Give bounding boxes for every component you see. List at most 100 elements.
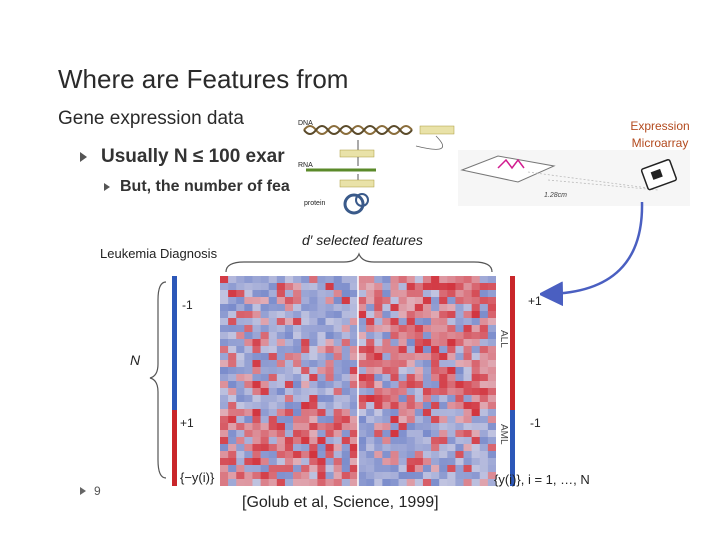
- heatmap-cell: [455, 402, 464, 410]
- heatmap-cell: [333, 339, 343, 347]
- heatmap-cell: [349, 423, 359, 431]
- heatmap-cell: [293, 311, 302, 319]
- heatmap-cell: [455, 423, 464, 431]
- heatmap-cell: [276, 430, 286, 438]
- heatmap-cell: [317, 346, 326, 354]
- heatmap-cell: [374, 381, 383, 389]
- heatmap-cell: [431, 276, 440, 284]
- heatmap-cell: [414, 360, 424, 368]
- heatmap-cell: [447, 395, 456, 403]
- heatmap-cell: [422, 276, 432, 284]
- heatmap-cell: [447, 388, 456, 396]
- heatmap-cell: [260, 388, 270, 396]
- heatmap-cell: [317, 360, 326, 368]
- heatmap-cell: [293, 465, 302, 473]
- heatmap-cell: [284, 311, 294, 319]
- heatmap-cell: [293, 276, 302, 284]
- heatmap-cell: [366, 416, 375, 424]
- heatmap-cell: [398, 346, 408, 354]
- heatmap-cell: [431, 430, 440, 438]
- heatmap-cell: [487, 402, 497, 410]
- heatmap-cell: [374, 353, 383, 361]
- heatmap-cell: [268, 451, 278, 459]
- heatmap-cell: [366, 381, 375, 389]
- heatmap-cell: [366, 458, 375, 466]
- heatmap-cell: [293, 360, 302, 368]
- heatmap-cell: [374, 304, 383, 312]
- heatmap-cell: [479, 325, 489, 333]
- heatmap-cell: [317, 402, 326, 410]
- heatmap-cell: [398, 276, 408, 284]
- heatmap-cell: [447, 479, 456, 487]
- heatmap-cell: [487, 290, 497, 298]
- heatmap-cell: [406, 367, 416, 375]
- heatmap-cell: [358, 304, 367, 312]
- heatmap-cell: [333, 395, 343, 403]
- heatmap-cell: [317, 332, 326, 340]
- heatmap-cell: [252, 374, 261, 382]
- heatmap-cell: [479, 367, 489, 375]
- heatmap-cell: [301, 311, 310, 319]
- left-class-bar-top: [172, 276, 177, 410]
- heatmap-cell: [349, 374, 359, 382]
- heatmap-cell: [463, 388, 472, 396]
- heatmap-cell: [358, 388, 367, 396]
- heatmap-cell: [406, 465, 416, 473]
- heatmap-cell: [487, 360, 497, 368]
- heatmap-cell: [358, 402, 367, 410]
- heatmap-cell: [260, 402, 270, 410]
- heatmap-cell: [260, 479, 270, 487]
- heatmap-cell: [366, 339, 375, 347]
- heatmap-cell: [301, 430, 310, 438]
- heatmap-cell: [455, 416, 464, 424]
- heatmap-cell: [455, 381, 464, 389]
- heatmap-cell: [406, 381, 416, 389]
- heatmap-cell: [366, 465, 375, 473]
- heatmap-cell: [471, 367, 481, 375]
- heatmap-cell: [414, 479, 424, 487]
- heatmap-cell: [382, 353, 391, 361]
- heatmap-cell: [431, 318, 440, 326]
- heatmap-cell: [317, 416, 326, 424]
- heatmap-cell: [252, 409, 261, 417]
- heatmap-cell: [252, 283, 261, 291]
- heatmap-cell: [220, 290, 229, 298]
- heatmap-cell: [447, 465, 456, 473]
- heatmap-cell: [349, 311, 359, 319]
- heatmap-cell: [358, 381, 367, 389]
- heatmap-cell: [366, 402, 375, 410]
- heatmap-cell: [439, 367, 448, 375]
- heatmap-cell: [341, 325, 351, 333]
- heatmap-cell: [349, 360, 359, 368]
- heatmap-cell: [236, 339, 245, 347]
- heatmap-cell: [422, 283, 432, 291]
- heatmap-cell: [284, 479, 294, 487]
- heatmap-cell: [406, 311, 416, 319]
- heatmap-cell: [463, 381, 472, 389]
- expression-label-line1: Expression: [630, 119, 690, 133]
- heatmap-cell: [252, 339, 261, 347]
- heatmap-cell: [358, 472, 367, 480]
- heatmap-cell: [382, 318, 391, 326]
- heatmap-cell: [349, 402, 359, 410]
- heatmap-cell: [268, 423, 278, 431]
- heatmap-cell: [220, 472, 229, 480]
- heatmap-cell: [333, 346, 343, 354]
- heatmap-cell: [293, 346, 302, 354]
- heatmap-cell: [325, 318, 334, 326]
- heatmap-cell: [431, 479, 440, 487]
- heatmap-cell: [374, 374, 383, 382]
- heatmap-cell: [284, 416, 294, 424]
- heatmap-cell: [268, 304, 278, 312]
- heatmap-cell: [236, 458, 245, 466]
- heatmap-cell: [236, 381, 245, 389]
- heatmap-cell: [260, 332, 270, 340]
- heatmap-cell: [431, 367, 440, 375]
- heatmap-cell: [439, 283, 448, 291]
- heatmap-cell: [358, 339, 367, 347]
- heatmap-cell: [333, 444, 343, 452]
- heatmap-cell: [487, 437, 497, 445]
- heatmap-cell: [455, 458, 464, 466]
- heatmap-cell: [414, 437, 424, 445]
- heatmap-cell: [431, 423, 440, 431]
